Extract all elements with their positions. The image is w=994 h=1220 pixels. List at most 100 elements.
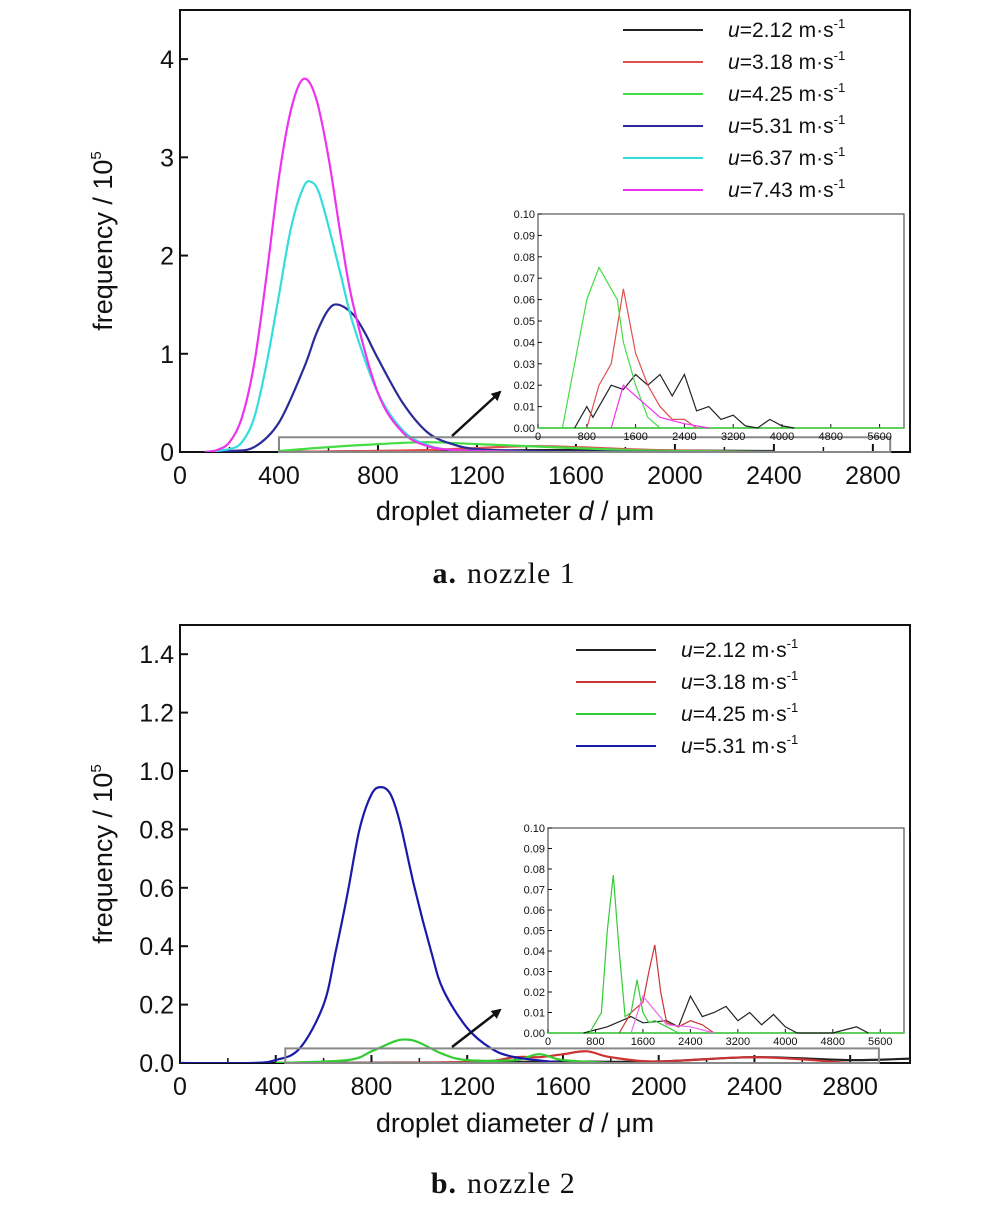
y-tick-label: 1.0	[139, 758, 174, 786]
y-tick-label: 0.8	[139, 816, 174, 844]
inset-x-tick-label: 5600	[867, 431, 891, 443]
inset-series-line-1	[574, 373, 795, 429]
y-tick-label: 2	[160, 243, 174, 271]
x-tick-label: 800	[357, 462, 399, 490]
series-line-3	[278, 441, 774, 452]
inset-y-tick-label: 0.10	[524, 823, 545, 835]
inset-y-tick-label: 0.05	[514, 316, 535, 328]
series-line-6	[204, 77, 527, 452]
inset-y-tick-label: 0.00	[524, 1028, 545, 1040]
inset-x-tick-label: 0	[535, 431, 541, 443]
inset-x-tick-label: 3200	[726, 1036, 750, 1048]
x-axis-label: droplet diameter d / μm	[376, 496, 654, 526]
x-tick-label: 2000	[647, 462, 703, 490]
inset-x-tick-label: 800	[586, 1036, 604, 1048]
inset-frame	[547, 827, 905, 1034]
inset-y-tick-label: 0.06	[524, 905, 545, 917]
x-tick-label: 0	[173, 462, 187, 490]
inset-y-tick-label: 0.04	[524, 946, 545, 958]
legend-label-3: u=4.25 m·s-1	[681, 700, 798, 726]
inset-y-tick-label: 0.03	[514, 359, 535, 371]
y-tick-label: 4	[160, 46, 174, 74]
y-tick-label: 1.2	[139, 700, 174, 728]
inset-series-line-2	[586, 288, 697, 429]
inset-y-tick-label: 0.04	[514, 337, 535, 349]
inset-series-line-3	[588, 875, 679, 1034]
y-axis-label: frequency / 105	[88, 764, 118, 943]
inset-x-tick-label: 4000	[773, 1036, 797, 1048]
caption-label: a.	[433, 557, 458, 590]
x-axis-label: droplet diameter d / μm	[376, 1108, 654, 1138]
inset-y-tick-label: 0.09	[514, 230, 535, 242]
y-tick-label: 3	[160, 144, 174, 172]
inset-x-tick-label: 4800	[821, 1036, 845, 1048]
inset-series-line-3	[561, 266, 661, 429]
inset-y-tick-label: 0.06	[514, 295, 535, 307]
legend-label-5: u=6.37 m·s-1	[728, 144, 845, 170]
caption-text: nozzle 2	[467, 1167, 576, 1200]
inset-y-tick-label: 0.07	[524, 885, 545, 897]
y-tick-label: 0.4	[139, 933, 174, 961]
chart-panel-a: 0 400 800 1200 1600 2000 2400 2800 0 1 2 3 4 droplet …	[88, 9, 911, 590]
inset-y-tick-label: 0.01	[524, 1008, 545, 1020]
legend-label-2: u=3.18 m·s-1	[728, 48, 845, 74]
x-tick-label: 2400	[727, 1073, 783, 1101]
zoom-region-box	[284, 1047, 880, 1065]
inset-x-tick-label: 1600	[631, 1036, 655, 1048]
x-tick-label: 2000	[631, 1073, 687, 1101]
inset-series-line-2	[618, 944, 715, 1034]
x-tick-label: 2400	[746, 462, 802, 490]
inset-y-tick-label: 0.05	[524, 926, 545, 938]
inset-y-tick-label: 0.02	[514, 380, 535, 392]
inset-y-tick-label: 0.07	[514, 273, 535, 285]
legend-label-1: u=2.12 m·s-1	[681, 636, 798, 662]
inset-frame	[537, 213, 905, 429]
legend-label-1: u=2.12 m·s-1	[728, 16, 845, 42]
x-tick-label: 0	[173, 1073, 187, 1101]
legend-label-2: u=3.18 m·s-1	[681, 668, 798, 694]
inset-x-tick-label: 4000	[770, 431, 794, 443]
y-tick-label: 0.6	[139, 875, 174, 903]
inset-y-tick-label: 0.10	[514, 209, 535, 221]
zoom-region-box	[277, 436, 892, 453]
inset-x-tick-label: 0	[545, 1036, 551, 1048]
x-tick-label: 1200	[449, 462, 505, 490]
inset-y-tick-label: 0.03	[524, 967, 545, 979]
y-tick-label: 1.4	[139, 641, 174, 669]
inset-y-tick-label: 0.00	[514, 423, 535, 435]
y-tick-label: 1	[160, 341, 174, 369]
inset-x-tick-label: 4800	[819, 431, 843, 443]
inset-y-tick-label: 0.02	[524, 987, 545, 999]
series-line-3	[275, 1038, 611, 1063]
zoom-arrow	[451, 390, 502, 437]
x-tick-label: 1600	[535, 1073, 591, 1101]
legend-label-6: u=7.43 m·s-1	[728, 176, 845, 202]
caption-label: b.	[431, 1167, 457, 1200]
y-axis-label: frequency / 105	[88, 151, 118, 330]
caption-text: nozzle 1	[467, 557, 576, 590]
x-tick-label: 2800	[822, 1073, 878, 1101]
inset-x-tick-label: 2400	[672, 431, 696, 443]
y-tick-label: 0	[160, 439, 174, 467]
inset-x-tick-label: 2400	[678, 1036, 702, 1048]
x-tick-label: 400	[258, 462, 300, 490]
inset-x-tick-label: 5600	[868, 1036, 892, 1048]
inset-x-tick-label: 800	[578, 431, 596, 443]
inset-series-line-1	[583, 994, 869, 1034]
x-tick-label: 1200	[439, 1073, 495, 1101]
legend-label-3: u=4.25 m·s-1	[728, 80, 845, 106]
inset-y-tick-label: 0.01	[514, 402, 535, 414]
legend-label-4: u=5.31 m·s-1	[681, 732, 798, 758]
x-tick-label: 1600	[548, 462, 604, 490]
inset-y-tick-label: 0.09	[524, 844, 545, 856]
inset-series-line-4	[610, 384, 709, 429]
inset-series-line-4	[630, 994, 715, 1034]
legend-label-4: u=5.31 m·s-1	[728, 112, 845, 138]
inset-x-tick-label: 1600	[623, 431, 647, 443]
y-tick-label: 0.2	[139, 992, 174, 1020]
inset-x-tick-label: 3200	[721, 431, 745, 443]
inset-y-tick-label: 0.08	[524, 864, 545, 876]
x-tick-label: 400	[255, 1073, 297, 1101]
x-tick-label: 2800	[845, 462, 901, 490]
